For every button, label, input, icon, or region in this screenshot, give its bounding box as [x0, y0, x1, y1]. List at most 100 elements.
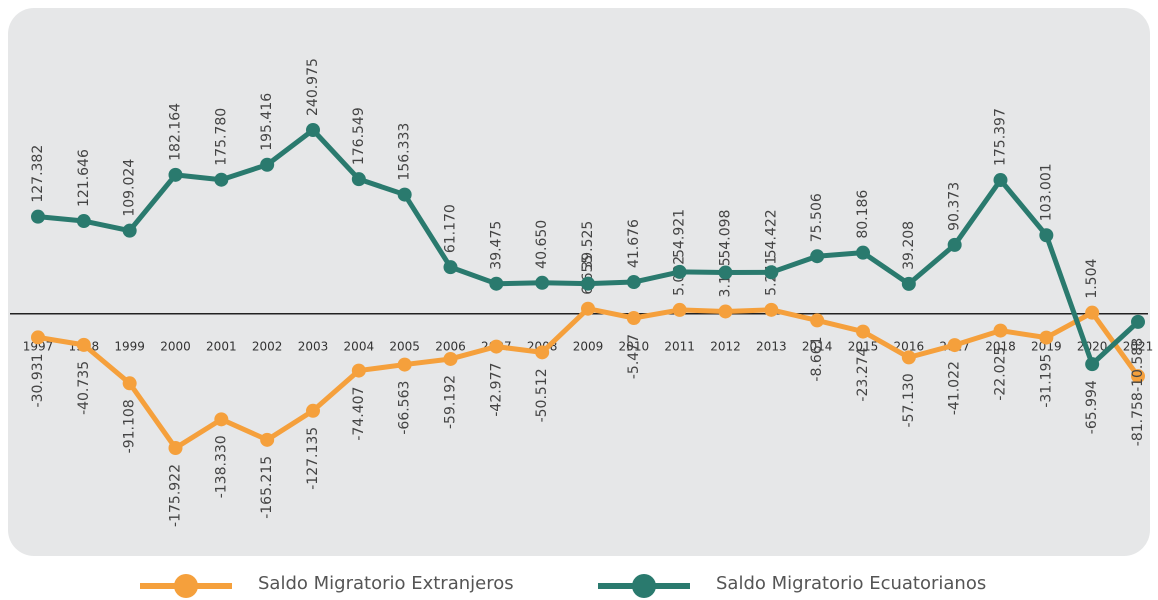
- data-point: [672, 302, 687, 317]
- data-point: [947, 338, 962, 353]
- data-label: -23.274: [855, 347, 871, 401]
- data-point: [76, 337, 91, 352]
- data-point: [489, 276, 504, 291]
- data-point: [856, 324, 870, 339]
- x-tick-label: 2014: [802, 339, 833, 353]
- data-label: 54.422: [763, 209, 779, 258]
- data-label: -5.477: [626, 334, 642, 379]
- data-point: [581, 301, 595, 316]
- data-label: -66.563: [397, 381, 413, 435]
- x-tick-label: 2019: [1031, 339, 1062, 353]
- x-tick-label: 2016: [894, 339, 925, 353]
- data-label: 61.170: [443, 204, 459, 253]
- data-label: 109.024: [122, 159, 138, 217]
- data-point: [993, 173, 1008, 188]
- x-tick-label: 2018: [985, 339, 1016, 353]
- x-tick-label: 2021: [1123, 339, 1154, 353]
- x-tick-label: 2000: [160, 339, 191, 353]
- data-point: [718, 265, 733, 280]
- legend-label: Saldo Migratorio Extranjeros: [258, 573, 514, 594]
- x-tick-label: 2002: [252, 339, 283, 353]
- x-tick-label: 2015: [848, 339, 879, 353]
- x-tick-label: 2013: [756, 339, 787, 353]
- x-tick-label: 2003: [298, 339, 329, 353]
- x-tick-label: 2005: [389, 339, 420, 353]
- x-tick-label: 2009: [573, 339, 604, 353]
- x-tick-label: 2010: [619, 339, 650, 353]
- data-point: [31, 330, 45, 345]
- data-label: -31.195: [1038, 354, 1054, 408]
- data-label: 40.650: [534, 220, 550, 269]
- data-point: [672, 264, 687, 279]
- data-point: [810, 313, 825, 328]
- data-label: 156.333: [397, 123, 413, 181]
- data-label: 39.208: [901, 221, 917, 270]
- data-label: 39.525: [580, 221, 596, 270]
- data-label: 39.475: [488, 221, 504, 270]
- data-label: 1.504: [1084, 258, 1100, 298]
- data-point: [764, 302, 779, 317]
- x-tick-label: 1999: [114, 339, 145, 353]
- data-label: 175.397: [993, 108, 1009, 166]
- legend-marker: [174, 574, 198, 598]
- data-label: 75.506: [809, 193, 825, 242]
- x-tick-label: 2006: [435, 339, 466, 353]
- data-label: 127.382: [30, 145, 46, 203]
- data-point: [351, 172, 366, 187]
- x-tick-label: 2004: [344, 339, 375, 353]
- data-point: [31, 209, 45, 224]
- data-point: [443, 260, 458, 275]
- data-point: [168, 441, 183, 455]
- data-point: [810, 249, 825, 264]
- data-label: 54.098: [718, 210, 734, 259]
- data-label: -138.330: [213, 435, 229, 498]
- data-label: 90.373: [947, 182, 963, 231]
- data-label: 103.001: [1038, 163, 1054, 221]
- x-tick-label: 2012: [710, 339, 741, 353]
- data-point: [306, 123, 320, 137]
- data-point: [993, 323, 1008, 338]
- legend-label: Saldo Migratorio Ecuatorianos: [716, 573, 986, 594]
- data-label: 182.164: [168, 103, 184, 161]
- data-point: [626, 275, 641, 290]
- data-label: -50.512: [534, 368, 550, 422]
- data-point: [443, 351, 458, 366]
- data-point: [76, 214, 91, 229]
- x-tick-label: 2001: [206, 339, 237, 353]
- data-point: [535, 275, 550, 290]
- data-label: -74.407: [351, 387, 367, 441]
- data-point: [1039, 330, 1054, 345]
- data-label: -57.130: [901, 373, 917, 427]
- data-label: 80.186: [855, 190, 871, 239]
- data-point: [1085, 357, 1100, 372]
- data-label: -175.922: [168, 464, 184, 527]
- data-label: 121.646: [76, 149, 92, 207]
- data-label: -65.994: [1084, 380, 1100, 434]
- data-point: [856, 245, 870, 260]
- x-tick-label: 1997: [23, 339, 54, 353]
- data-label: 175.780: [213, 108, 229, 166]
- legend-marker: [632, 574, 656, 598]
- data-label: -81.758: [1130, 392, 1146, 446]
- data-label: -42.977: [488, 363, 504, 417]
- data-label: 41.676: [626, 219, 642, 268]
- data-point: [260, 432, 275, 447]
- data-point: [214, 172, 229, 187]
- data-point: [397, 187, 412, 202]
- data-label: -59.192: [443, 375, 459, 429]
- data-point: [306, 403, 320, 418]
- data-point: [581, 276, 595, 291]
- data-label: -30.931: [30, 353, 46, 407]
- data-point: [214, 412, 229, 427]
- data-point: [901, 276, 916, 291]
- data-label: -8.661: [809, 336, 825, 381]
- data-point: [489, 339, 504, 354]
- data-label: -22.025: [993, 347, 1009, 401]
- data-point: [1131, 314, 1145, 329]
- data-point: [397, 357, 412, 372]
- data-label: -41.022: [947, 361, 963, 415]
- data-point: [718, 304, 733, 319]
- data-label: -127.135: [305, 427, 321, 490]
- data-label: -91.108: [122, 399, 138, 453]
- data-label: -10.588: [1130, 338, 1146, 392]
